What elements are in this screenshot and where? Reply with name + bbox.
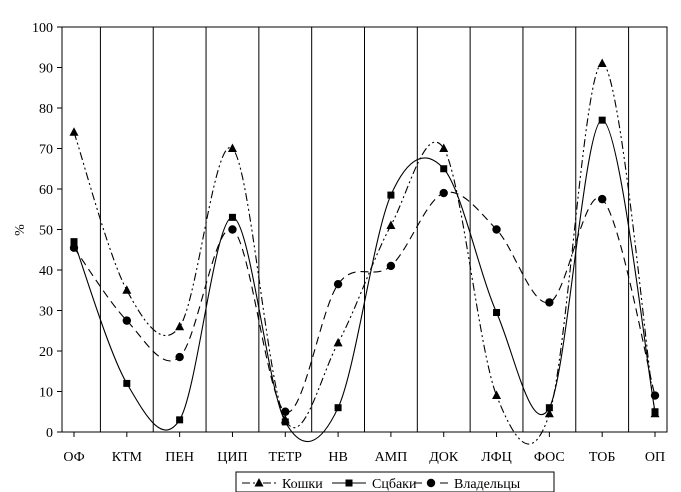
x-tick-label: КТМ: [112, 450, 143, 465]
data-point: [387, 191, 395, 199]
data-point: [175, 352, 184, 362]
x-tick-label: ДОК: [429, 450, 459, 465]
grid-lines: [99, 27, 630, 432]
data-point: [492, 390, 502, 400]
y-tick-label: 30: [39, 305, 53, 320]
data-point: [386, 220, 396, 229]
y-tick-label: 60: [39, 183, 53, 198]
data-point: [598, 116, 606, 124]
data-point: [334, 404, 342, 412]
data-point: [439, 188, 448, 198]
data-point: [650, 391, 660, 400]
data-point: [333, 279, 343, 289]
data-point: [228, 213, 236, 221]
data-point: [492, 225, 501, 234]
y-tick-label: 80: [39, 102, 53, 117]
y-tick-label: 40: [39, 264, 53, 279]
y-tick-label: 20: [39, 345, 53, 360]
data-point: [386, 261, 396, 271]
y-tick-label: 90: [39, 62, 53, 77]
data-point: [597, 58, 607, 67]
legend-swatch-marker: [254, 478, 264, 487]
y-tick-label: 10: [39, 386, 53, 401]
x-tick-label: НВ: [328, 450, 347, 465]
data-point: [122, 285, 132, 294]
x-axis: ОФ КТМ ПЕН ЦИП ТЕТР НВ АМП ДОК ЛФЦ ФОС ТОБ ОП: [63, 432, 665, 465]
data-point: [175, 321, 185, 331]
series-3: [69, 188, 660, 416]
x-tick-label: ФОС: [534, 450, 565, 465]
data-point: [69, 243, 79, 252]
x-tick-label: ОП: [645, 450, 665, 465]
data-point: [281, 418, 289, 426]
data-point: [69, 127, 79, 136]
y-tick-label: 0: [46, 426, 53, 441]
data-point: [281, 407, 290, 416]
legend-label: Владельцы: [454, 477, 521, 492]
data-point: [544, 408, 554, 418]
data-point: [70, 238, 78, 246]
data-point: [122, 316, 132, 325]
y-tick-label: 50: [39, 224, 53, 239]
legend-swatch-marker: [345, 479, 353, 487]
x-tick-label: ЛФЦ: [481, 450, 511, 465]
legend-swatch-marker: [426, 478, 436, 488]
x-tick-label: ТЕТР: [269, 450, 303, 465]
data-point: [333, 337, 343, 347]
y-axis-label: %: [13, 224, 28, 236]
data-point: [176, 416, 184, 424]
x-tick-label: ТОБ: [589, 450, 616, 465]
data-point: [228, 225, 237, 234]
x-tick-label: ОФ: [63, 450, 84, 465]
data-point: [439, 143, 449, 152]
data-point: [227, 143, 237, 152]
legend-box: [235, 471, 555, 492]
data-point: [545, 298, 554, 307]
y-axis: 0 10 20 30 40 50 60 70 80 90 100: [32, 21, 62, 441]
x-tick-label: ПЕН: [165, 450, 194, 465]
data-point: [597, 194, 607, 204]
y-tick-label: 70: [39, 143, 53, 158]
legend-label: Кошки: [282, 477, 323, 492]
series-layer: [69, 58, 660, 445]
legend: Кошки Сцбаки Владельцы: [235, 471, 555, 492]
data-point: [123, 379, 131, 387]
x-tick-label: АМП: [375, 450, 408, 465]
y-tick-label: 100: [32, 21, 53, 36]
legend-label: Сцбаки: [372, 477, 417, 492]
data-point: [440, 165, 448, 173]
data-point: [545, 404, 553, 412]
x-tick-label: ЦИП: [217, 450, 247, 465]
data-point: [493, 309, 501, 317]
data-point: [651, 408, 659, 416]
